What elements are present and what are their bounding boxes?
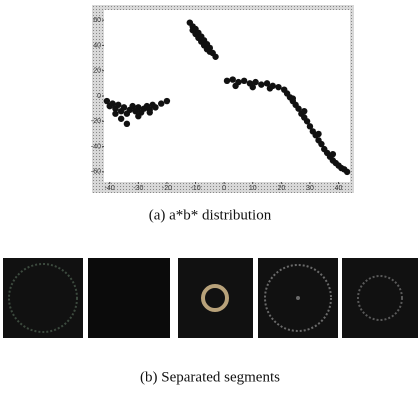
segment-center: [296, 296, 300, 300]
scatter-point: [344, 169, 350, 175]
scatter-point: [121, 104, 127, 110]
y-tick-label: 40: [93, 42, 101, 49]
y-tick-label: -60: [91, 169, 101, 176]
segment-image: [178, 258, 253, 338]
figure-svg: (a) a*b* distribution (b) Separated segm…: [0, 0, 419, 409]
segment-images: [3, 258, 418, 338]
scatter-point: [275, 84, 281, 90]
scatter-point: [230, 76, 236, 82]
scatter-point: [152, 104, 158, 110]
scatter-point: [232, 83, 238, 89]
x-tick-label: 40: [335, 185, 343, 192]
x-tick-label: -40: [105, 185, 115, 192]
x-tick-label: -10: [190, 185, 200, 192]
scatter-point: [330, 151, 336, 157]
x-tick-label: 30: [306, 185, 314, 192]
scatter-point: [112, 111, 118, 117]
scatter-point: [135, 113, 141, 119]
scatter-point: [250, 84, 256, 90]
scatter-point: [224, 78, 230, 84]
y-tick-label: 0: [97, 93, 101, 100]
segment-image: [342, 258, 418, 338]
scatter-point: [267, 85, 273, 91]
x-tick-label: 20: [277, 185, 285, 192]
scatter-point: [315, 131, 321, 137]
segment-image: [3, 258, 83, 338]
scatter-point: [301, 108, 307, 114]
scatter-point: [164, 98, 170, 104]
scatter-point: [241, 78, 247, 84]
x-tick-label: -20: [162, 185, 172, 192]
x-tick-label: 0: [222, 185, 226, 192]
caption-b: (b) Separated segments: [140, 369, 280, 385]
scatter-point: [115, 102, 121, 108]
figure: (a) a*b* distribution (b) Separated segm…: [0, 0, 419, 409]
y-tick-label: 20: [93, 68, 101, 75]
scatter-point: [290, 95, 296, 101]
scatter-point: [158, 100, 164, 106]
x-tick-label: -30: [133, 185, 143, 192]
caption-a: (a) a*b* distribution: [149, 207, 272, 223]
scatter-point: [258, 81, 264, 87]
y-tick-label: 60: [93, 17, 101, 24]
scatter-point: [212, 54, 218, 60]
plot-area: [104, 10, 350, 182]
segment-image: [88, 258, 170, 338]
y-tick-label: -20: [91, 118, 101, 125]
y-tick-label: -40: [91, 143, 101, 150]
x-tick-label: 10: [249, 185, 257, 192]
scatter-point: [147, 109, 153, 115]
scatter-point: [118, 116, 124, 122]
scatter-point: [124, 121, 130, 127]
